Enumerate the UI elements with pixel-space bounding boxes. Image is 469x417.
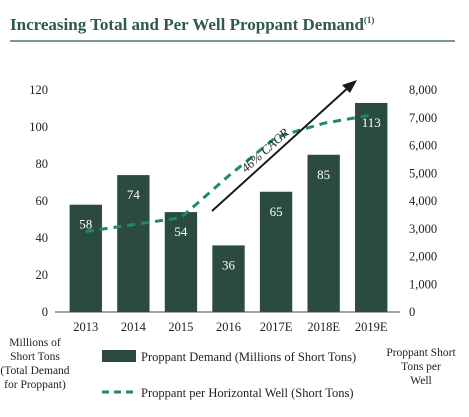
- y-tick-label: 20: [36, 268, 49, 282]
- cagr-arrowhead: [342, 80, 357, 93]
- y2-tick-label: 2,000: [409, 250, 437, 264]
- legend-bar-swatch: [102, 350, 136, 362]
- y2-tick-label: 7,000: [409, 111, 437, 125]
- legend-bar-label: Proppant Demand (Millions of Short Tons): [141, 350, 356, 364]
- bar: [307, 154, 340, 312]
- y-tick-label: 0: [42, 305, 48, 319]
- y-tick-label: 100: [29, 120, 48, 134]
- bar: [259, 191, 293, 312]
- axis-title-line: (Total Demand: [0, 365, 69, 377]
- bar-data-label: 54: [174, 224, 188, 239]
- cagr-annotation: 46% CAGR: [239, 125, 292, 175]
- bar: [212, 245, 245, 312]
- axis-title-line: Millions of: [9, 337, 61, 349]
- cagr-arrow-shaft: [211, 85, 351, 212]
- y-axis-left-title: Millions of Short Tons (Total Demand for Pr…: [0, 337, 69, 391]
- y2-tick-label: 1,000: [409, 277, 437, 291]
- bar: [355, 102, 388, 312]
- y-axis-right-title: Proppant Short Tons per Well: [386, 347, 456, 387]
- axis-title-line: for Proppant): [4, 379, 66, 391]
- x-axis: 2013 2014 2015 2016 2017E 2018E 2019E: [73, 320, 388, 334]
- y-tick-label: 120: [29, 83, 48, 97]
- bar: [69, 204, 102, 312]
- bar: [164, 212, 198, 312]
- line-series: [85, 113, 372, 233]
- chart-title-text: Increasing Total and Per Well Proppant D…: [10, 15, 364, 34]
- axis-title-line: Well: [410, 375, 431, 387]
- x-tick-label: 2013: [73, 320, 98, 334]
- y2-tick-label: 3,000: [409, 222, 437, 236]
- bar: [117, 175, 150, 312]
- axis-title-line: Proppant Short: [386, 347, 456, 359]
- x-tick-label: 2015: [168, 320, 193, 334]
- bar-data-label: 113: [362, 115, 381, 130]
- chart-title: Increasing Total and Per Well Proppant D…: [10, 15, 374, 34]
- x-tick-label: 2016: [216, 320, 241, 334]
- bar-data-label: 36: [222, 257, 236, 272]
- bar-data-label: 65: [270, 204, 283, 219]
- axis-title-line: Short Tons: [10, 351, 60, 363]
- bar-data-labels: 58 74 54 36 65 85 113: [79, 115, 380, 272]
- axis-title-line: Tons per: [401, 361, 441, 373]
- legend-line-label: Proppant per Horizontal Well (Short Tons…: [141, 386, 354, 400]
- x-tick-label: 2017E: [260, 320, 293, 334]
- bar-data-label: 58: [79, 217, 92, 232]
- y2-tick-label: 5,000: [409, 166, 437, 180]
- y-axis-left: 0 20 40 60 80 100 120: [29, 83, 48, 319]
- bar-data-label: 74: [127, 187, 141, 202]
- x-tick-label: 2014: [121, 320, 147, 334]
- legend: Proppant Demand (Millions of Short Tons)…: [102, 350, 356, 400]
- y2-tick-label: 0: [409, 305, 415, 319]
- y-axis-right: 0 1,000 2,000 3,000 4,000 5,000 6,000 7,000 8,00…: [409, 83, 437, 319]
- x-tick-label: 2018E: [307, 320, 340, 334]
- x-tick-label: 2019E: [355, 320, 388, 334]
- y-tick-label: 40: [36, 231, 49, 245]
- bar-series: [69, 102, 388, 312]
- line-series-path: [85, 113, 372, 233]
- y-tick-label: 80: [36, 157, 49, 171]
- y2-tick-label: 6,000: [409, 139, 437, 153]
- y-tick-label: 60: [36, 194, 49, 208]
- bar-data-label: 85: [317, 167, 330, 182]
- y2-tick-label: 8,000: [409, 83, 437, 97]
- chart-title-superscript: (1): [364, 15, 375, 25]
- y2-tick-label: 4,000: [409, 194, 437, 208]
